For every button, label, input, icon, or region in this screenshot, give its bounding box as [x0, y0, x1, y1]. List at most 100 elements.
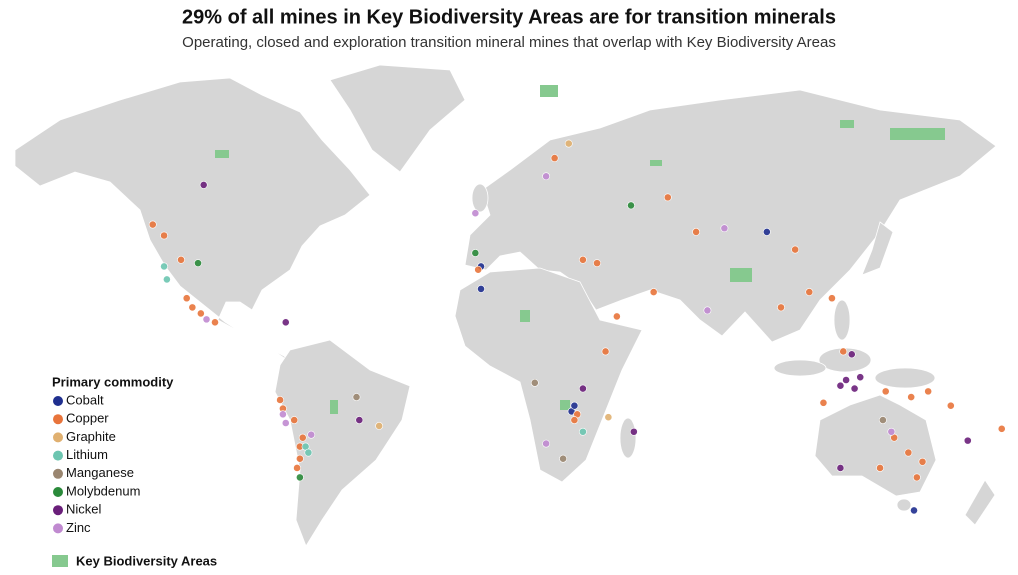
- greenland: [329, 64, 466, 173]
- mine: [912, 473, 921, 482]
- mine: [188, 303, 197, 312]
- north-america: [14, 77, 371, 363]
- mine: [162, 275, 171, 284]
- legend-swatch: [53, 396, 63, 406]
- japan: [861, 221, 894, 276]
- mine: [720, 224, 729, 233]
- south-america: [274, 339, 411, 547]
- mine: [542, 172, 551, 181]
- mine: [295, 454, 304, 463]
- legend-swatch: [53, 523, 63, 534]
- mine: [276, 396, 284, 404]
- kba-patch: [520, 310, 530, 322]
- legend-title: Primary commodity: [52, 374, 174, 389]
- mine: [627, 201, 635, 210]
- mine: [856, 373, 865, 382]
- legend-swatch: [53, 487, 63, 497]
- mine: [819, 398, 828, 407]
- mine: [564, 139, 573, 148]
- title: 29% of all mines in Key Biodiversity Are…: [182, 6, 836, 28]
- mine: [791, 245, 800, 254]
- australia: [814, 394, 937, 497]
- mine: [471, 209, 480, 218]
- mine: [963, 436, 972, 445]
- mine: [579, 255, 587, 264]
- mine: [211, 318, 219, 327]
- mine: [847, 350, 856, 359]
- mine: [777, 303, 785, 312]
- mine: [946, 401, 955, 410]
- mine: [542, 439, 551, 448]
- mine: [663, 193, 672, 202]
- mine: [477, 285, 485, 293]
- mine: [352, 393, 361, 401]
- mine: [194, 259, 202, 268]
- kba-patch: [890, 128, 945, 140]
- kba-patch: [215, 150, 229, 158]
- kba-patch: [560, 400, 570, 410]
- mine: [604, 413, 613, 422]
- legend-swatch: [53, 468, 63, 479]
- subtitle: Operating, closed and exploration transi…: [182, 34, 836, 51]
- mine: [601, 347, 610, 356]
- mine: [550, 154, 559, 163]
- mine: [375, 422, 384, 430]
- mine: [177, 255, 185, 264]
- mine: [762, 227, 771, 236]
- legend-label: Cobalt: [66, 392, 104, 407]
- mine: [530, 378, 539, 387]
- kba-patch: [330, 400, 338, 414]
- mine: [839, 347, 848, 356]
- kba-swatch: [52, 555, 68, 567]
- mine: [692, 227, 700, 236]
- legend-swatch: [53, 450, 63, 461]
- mine: [304, 448, 313, 457]
- mine: [649, 288, 658, 296]
- legend-swatch: [53, 432, 63, 443]
- mine: [570, 416, 579, 424]
- kba-patch: [730, 268, 752, 282]
- land: [14, 64, 997, 547]
- mine: [836, 381, 845, 390]
- mine: [295, 473, 304, 482]
- mines: [148, 139, 1006, 515]
- mine: [290, 416, 299, 424]
- mine: [629, 427, 638, 436]
- legend-label: Manganese: [66, 465, 134, 480]
- mine: [148, 220, 157, 229]
- mine: [876, 464, 884, 472]
- new-guinea: [874, 367, 936, 389]
- mine: [579, 427, 587, 436]
- mine: [293, 464, 301, 472]
- mine: [828, 294, 836, 303]
- mine: [924, 387, 933, 396]
- mine: [471, 249, 480, 257]
- mine: [281, 318, 290, 327]
- britain: [471, 183, 489, 213]
- mine: [887, 427, 896, 436]
- mine: [836, 464, 845, 472]
- legend-swatch: [53, 414, 63, 425]
- mine: [474, 265, 483, 274]
- mine: [307, 430, 316, 439]
- mine: [570, 401, 579, 410]
- mine: [298, 433, 307, 442]
- sumatra-java: [773, 359, 827, 377]
- mine: [703, 306, 712, 315]
- mine: [907, 393, 916, 401]
- mine: [904, 448, 913, 457]
- mine: [160, 262, 168, 271]
- legend-swatch: [53, 505, 63, 516]
- mine: [997, 424, 1006, 433]
- legend: Primary commodity Key Biodiversity Areas…: [52, 374, 217, 568]
- mine: [279, 410, 287, 419]
- legend-label: Graphite: [66, 429, 116, 444]
- mine: [355, 416, 364, 424]
- legend-label: Molybdenum: [66, 483, 140, 498]
- mine: [918, 457, 927, 466]
- mine: [182, 294, 191, 303]
- legend-label: Nickel: [66, 502, 102, 517]
- mine: [199, 181, 208, 189]
- mine: [579, 384, 587, 393]
